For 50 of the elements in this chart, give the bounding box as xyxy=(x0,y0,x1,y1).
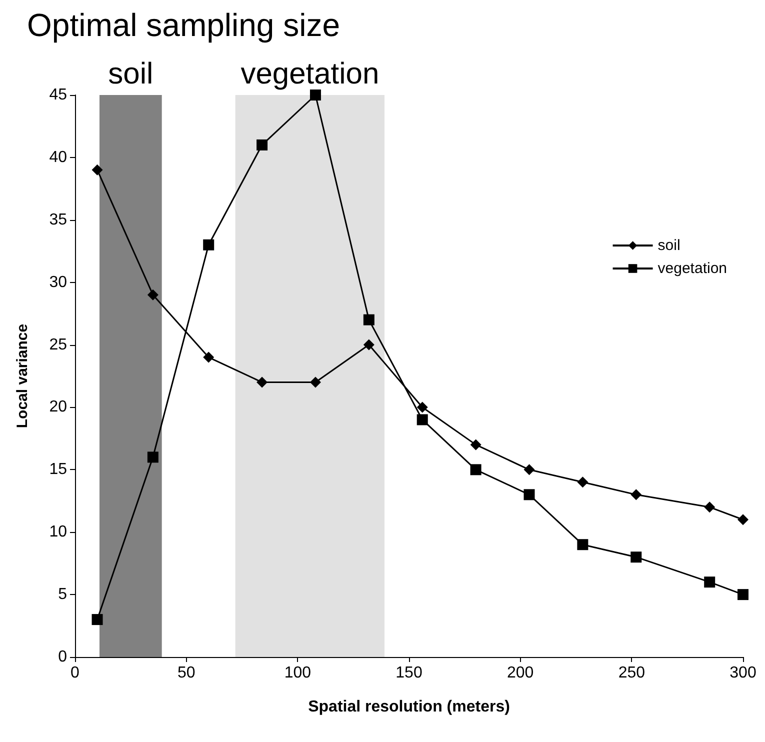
point xyxy=(203,239,214,250)
point xyxy=(416,402,428,413)
band-label: vegetation xyxy=(240,58,380,90)
legend-label: soil xyxy=(658,237,680,254)
point xyxy=(310,376,321,388)
y-tick-label: 35 xyxy=(49,211,68,228)
point xyxy=(738,514,748,526)
point xyxy=(470,439,482,450)
y-tick-label: 30 xyxy=(49,274,68,291)
x-tick-label: 50 xyxy=(177,664,196,682)
point xyxy=(147,452,158,463)
point xyxy=(363,339,374,350)
y-tick-label: 5 xyxy=(58,586,68,604)
point xyxy=(256,376,268,388)
y-tick-label: 0 xyxy=(58,648,68,666)
x-tick-label: 100 xyxy=(284,664,312,682)
point xyxy=(363,314,374,326)
y-tick-label: 45 xyxy=(49,86,68,104)
x-tick-label: 200 xyxy=(506,664,534,682)
point xyxy=(470,464,482,476)
point xyxy=(577,539,588,550)
point xyxy=(630,489,642,500)
point xyxy=(524,464,535,476)
y-tick-label: 25 xyxy=(49,336,68,354)
legend-label: vegetation xyxy=(658,260,728,277)
point xyxy=(203,352,214,363)
x-tick-label: 150 xyxy=(396,664,422,682)
point xyxy=(147,289,158,300)
point xyxy=(577,476,588,488)
x-axis-title: Spatial resolution (meters) xyxy=(308,698,510,716)
point xyxy=(256,139,268,150)
y-tick-label: 20 xyxy=(49,398,68,416)
y-tick-label: 10 xyxy=(49,524,68,541)
y-axis-title: Local variance xyxy=(14,324,31,428)
x-tick-label: 0 xyxy=(70,664,80,682)
point xyxy=(92,614,103,626)
point xyxy=(704,502,716,513)
point xyxy=(524,489,535,500)
point xyxy=(310,90,321,100)
point xyxy=(92,164,103,176)
band-label: soil xyxy=(108,58,154,90)
point xyxy=(630,552,642,563)
point xyxy=(704,576,716,588)
point xyxy=(416,414,428,426)
y-tick-label: 40 xyxy=(49,148,68,166)
y-tick-label: 15 xyxy=(49,461,68,478)
x-tick-label: 300 xyxy=(730,664,756,682)
point xyxy=(738,589,748,600)
x-tick-label: 250 xyxy=(618,664,646,682)
chart-title: Optimal sampling size xyxy=(27,7,340,43)
